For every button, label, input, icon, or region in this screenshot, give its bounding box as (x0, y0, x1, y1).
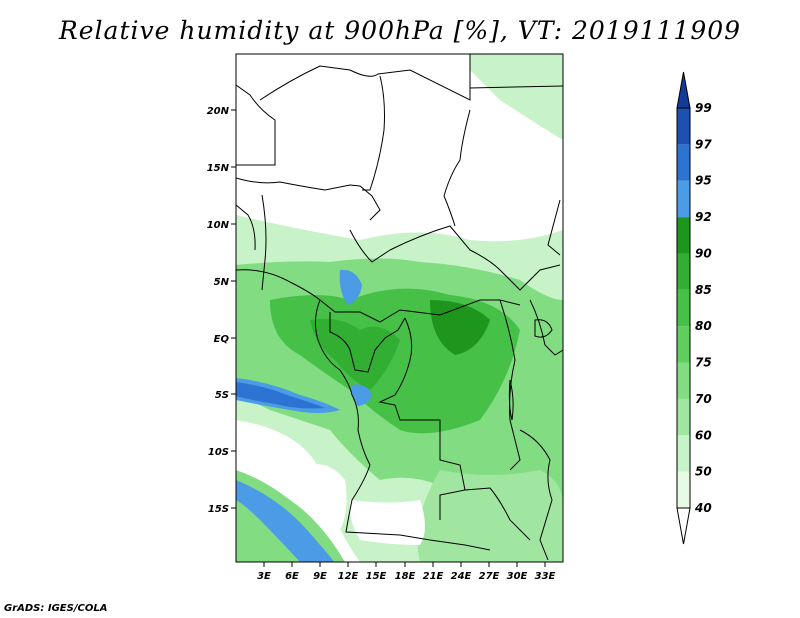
colorbar-box (677, 144, 690, 181)
lake-outline (508, 379, 514, 421)
colorbar-label: 50 (695, 465, 712, 479)
plot-frame (235, 53, 564, 563)
lat-tick-label: 5S (215, 390, 229, 401)
colorbar-upper-triangle (676, 71, 691, 109)
colorbar-box (677, 253, 690, 290)
lon-tick-label: 24E (451, 571, 472, 582)
border-line (378, 317, 466, 520)
border-line (236, 269, 521, 323)
colorbar-box (677, 108, 690, 145)
border-line (345, 394, 491, 551)
colorbar-label: 70 (695, 392, 712, 406)
border-line (349, 225, 561, 291)
longitude-axis: 3E 6E 9E 12E 15E 18E 21E 24E 27E 30E 33E (257, 562, 556, 582)
grads-credit: GrADS: IGES/COLA (4, 603, 108, 614)
colorbar-box (677, 435, 690, 472)
rh-south-west-blue (236, 480, 334, 562)
map-title: Relative humidity at 900hPa [%], VT: 201… (58, 16, 742, 45)
colorbar-box (677, 326, 690, 363)
lat-tick-label: 5N (214, 277, 230, 288)
rh-north-east-patch (470, 54, 563, 140)
rh-92-region (430, 300, 490, 355)
rh-dry-pocket (305, 464, 347, 530)
lon-tick-label: 30E (507, 571, 528, 582)
border-line (329, 312, 406, 373)
lat-tick-label: 10N (207, 220, 230, 231)
colorbar-frame (676, 107, 691, 509)
border-line (236, 177, 381, 221)
border-line (464, 487, 531, 541)
border-line (529, 299, 563, 356)
border-line (499, 299, 521, 471)
border-line (519, 429, 553, 561)
border-line (259, 54, 471, 101)
humidity-field (236, 54, 563, 562)
border-line (362, 75, 385, 191)
colorbar-label: 99 (695, 101, 712, 115)
colorbar-label: 85 (695, 283, 712, 297)
lat-tick-label: EQ (214, 334, 230, 345)
colorbar-lower-triangle (676, 507, 691, 545)
border-line (443, 109, 471, 197)
lon-tick-label: 3E (257, 571, 271, 582)
lat-tick-label: 20N (207, 106, 230, 117)
colorbar-label: 75 (695, 356, 712, 370)
border-line (469, 85, 563, 89)
border-line (314, 299, 353, 396)
lon-tick-label: 33E (535, 571, 556, 582)
country-borders (236, 54, 563, 561)
colorbar-label: 60 (695, 428, 712, 442)
rh-90-region (310, 318, 400, 390)
rh-95-patch-1 (339, 269, 362, 305)
lon-tick-label: 15E (366, 571, 387, 582)
latitude-axis: 20N 15N 10N 5N EQ 5S 10S 15S (207, 106, 236, 515)
border-line (261, 194, 267, 291)
lat-tick-label: 10S (208, 447, 229, 458)
lon-tick-label: 12E (338, 571, 359, 582)
colorbar-label: 80 (695, 319, 712, 333)
colorbar-label: 95 (695, 174, 712, 188)
border-line (236, 204, 256, 251)
colorbar: 40 50 60 70 75 80 85 90 92 95 97 99 (676, 71, 712, 545)
colorbar-box (677, 180, 690, 218)
lon-tick-label: 27E (479, 571, 500, 582)
border-line (443, 195, 456, 227)
rh-south-dry-pocket (349, 500, 425, 545)
lon-tick-label: 18E (395, 571, 416, 582)
lon-tick-label: 21E (423, 571, 444, 582)
rh-south-east-region (417, 470, 563, 562)
lat-tick-label: 15S (208, 504, 229, 515)
lake-outline (534, 319, 553, 338)
colorbar-box (677, 362, 690, 399)
lat-tick-label: 15N (207, 163, 230, 174)
rh-97-patch (236, 382, 325, 409)
colorbar-label: 97 (695, 137, 712, 151)
colorbar-box (677, 289, 690, 327)
colorbar-box (677, 217, 690, 254)
colorbar-box (677, 398, 690, 436)
colorbar-label: 40 (694, 501, 712, 515)
rh-95-patch-3 (351, 384, 372, 406)
border-line (236, 84, 276, 166)
colorbar-label: 90 (695, 246, 712, 260)
colorbar-box (677, 471, 690, 508)
lon-tick-label: 6E (285, 571, 299, 582)
lon-tick-label: 9E (313, 571, 327, 582)
colorbar-label: 92 (695, 210, 712, 224)
border-line (547, 199, 561, 256)
